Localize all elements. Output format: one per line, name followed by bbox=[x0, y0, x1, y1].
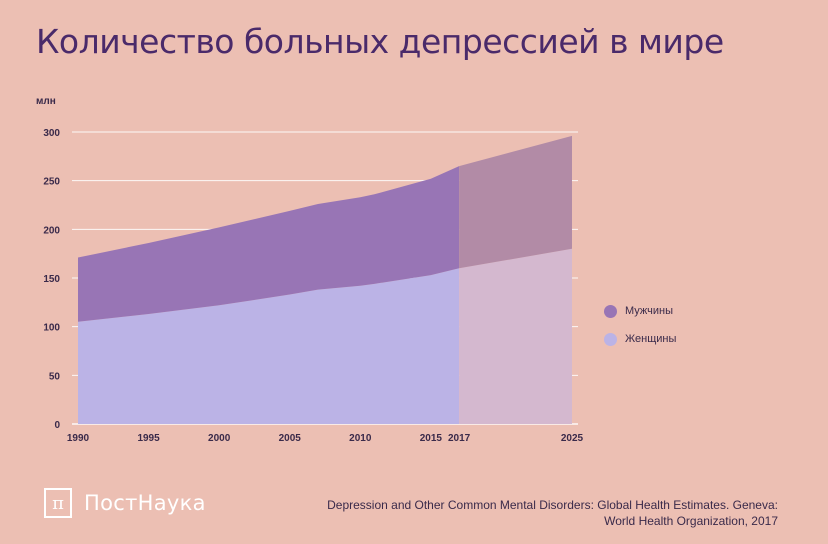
x-tick-label: 1995 bbox=[137, 433, 160, 444]
source-line-2: World Health Organization, 2017 bbox=[604, 514, 778, 528]
source-line-1: Depression and Other Common Mental Disor… bbox=[327, 498, 778, 512]
legend: Мужчины Женщины bbox=[604, 304, 676, 360]
legend-label-women: Женщины bbox=[625, 333, 677, 345]
x-tick-label: 2015 bbox=[420, 433, 443, 444]
x-tick-label: 2000 bbox=[208, 433, 231, 444]
chart-title: Количество больных депрессией в мире bbox=[36, 22, 724, 61]
y-tick-label: 150 bbox=[43, 274, 60, 285]
y-tick-label: 50 bbox=[49, 371, 61, 382]
logo-text: ПостНаука bbox=[84, 491, 206, 515]
area-women bbox=[78, 268, 460, 424]
pi-logo-icon: π bbox=[44, 488, 72, 518]
y-unit-label: млн bbox=[36, 96, 56, 107]
y-tick-label: 100 bbox=[43, 323, 60, 334]
legend-item-women: Женщины bbox=[604, 332, 676, 346]
legend-label-men: Мужчины bbox=[625, 305, 674, 317]
area-men-projection bbox=[459, 135, 572, 269]
y-tick-label: 0 bbox=[54, 420, 60, 431]
y-tick-label: 300 bbox=[43, 128, 60, 139]
x-tick-label: 2010 bbox=[349, 433, 372, 444]
x-tick-label: 2017 bbox=[448, 433, 471, 444]
area-men bbox=[78, 166, 460, 322]
postnauka-logo: π ПостНаука bbox=[44, 488, 206, 518]
legend-item-men: Мужчины bbox=[604, 304, 676, 318]
x-tick-label: 1990 bbox=[67, 433, 90, 444]
y-tick-label: 250 bbox=[43, 177, 60, 188]
legend-swatch-women bbox=[604, 332, 617, 346]
x-tick-label: 2025 bbox=[561, 433, 584, 444]
area-women-projection bbox=[459, 248, 572, 424]
y-tick-label: 200 bbox=[43, 225, 60, 236]
legend-swatch-men bbox=[604, 304, 617, 318]
source-note: Depression and Other Common Mental Disor… bbox=[327, 497, 778, 529]
x-tick-label: 2005 bbox=[279, 433, 302, 444]
